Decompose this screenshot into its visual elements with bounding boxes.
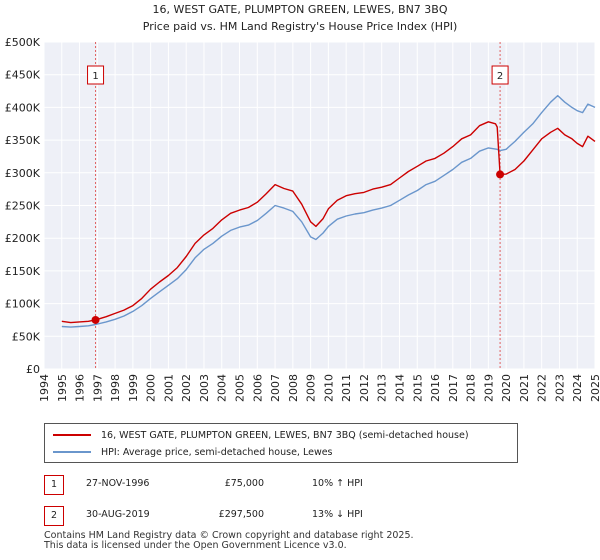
x-tick-label: 2002 (180, 374, 193, 402)
transaction-row: 2 30-AUG-2019 £297,500 13% ↓ HPI (44, 506, 564, 526)
x-tick-label: 2013 (376, 374, 389, 402)
transaction-number: 2 (44, 506, 64, 526)
y-tick-label: £300K (5, 167, 41, 180)
x-tick-label: 2001 (162, 374, 175, 402)
legend-label-hpi: HPI: Average price, semi-detached house,… (101, 446, 333, 458)
legend-label-property: 16, WEST GATE, PLUMPTON GREEN, LEWES, BN… (101, 429, 469, 441)
property-price-line (61, 121, 596, 324)
x-tick-label: 2011 (340, 374, 353, 402)
price-chart: 16, WEST GATE, PLUMPTON GREEN, LEWES, BN… (5, 3, 600, 402)
x-tick-label: 2000 (145, 374, 158, 402)
x-tick-label: 2018 (465, 374, 478, 402)
x-tick-label: 2003 (198, 374, 211, 402)
x-tick-label: 1994 (38, 374, 51, 402)
x-axis-labels: 1994 1995 1996 1997 1998 1999 2000 2001 2002 2003… (38, 374, 600, 402)
x-tick-label: 2021 (518, 374, 531, 402)
x-tick-label: 2004 (216, 374, 229, 402)
y-tick-label: £350K (5, 134, 41, 147)
x-tick-label: 2024 (571, 374, 584, 402)
sale-points (91, 170, 505, 324)
transaction-row: 1 27-NOV-1996 £75,000 10% ↑ HPI (44, 475, 564, 495)
y-tick-label: £100K (5, 298, 41, 311)
sale-marker-label: 1 (92, 71, 98, 82)
y-tick-label: £50K (12, 330, 41, 343)
x-tick-label: 2010 (322, 374, 335, 402)
transaction-date: 27-NOV-1996 (86, 478, 150, 489)
y-tick-label: £400K (5, 101, 41, 114)
y-tick-label: £450K (5, 69, 41, 82)
y-tick-label: £200K (5, 232, 41, 245)
legend-item-hpi: HPI: Average price, semi-detached house,… (53, 444, 333, 460)
x-tick-label: 2012 (358, 374, 371, 402)
x-tick-label: 2025 (589, 374, 600, 402)
x-tick-label: 1996 (74, 374, 87, 402)
transaction-number: 1 (44, 475, 64, 495)
x-tick-label: 2008 (287, 374, 300, 402)
series-lines (61, 94, 596, 328)
legend: 16, WEST GATE, PLUMPTON GREEN, LEWES, BN… (44, 423, 518, 463)
transaction-hpi-diff: 13% ↓ HPI (312, 509, 363, 520)
x-tick-label: 1999 (127, 374, 140, 402)
x-tick-label: 2016 (429, 374, 442, 402)
sale-marker-box (87, 65, 105, 85)
legend-swatch-blue (53, 451, 91, 453)
legend-item-property: 16, WEST GATE, PLUMPTON GREEN, LEWES, BN… (53, 427, 469, 443)
y-tick-label: £0 (26, 363, 40, 376)
y-axis-labels: £0 £50K £100K £150K £200K £250K £300K £350K £400… (5, 36, 41, 376)
chart-subtitle: Price paid vs. HM Land Registry's House … (143, 20, 458, 33)
footer-copyright: Contains HM Land Registry data © Crown c… (44, 530, 414, 541)
transaction-price: £297,500 (218, 509, 264, 520)
transaction-date: 30-AUG-2019 (86, 509, 150, 520)
sale-markers (95, 42, 501, 369)
x-tick-label: 2014 (393, 374, 406, 402)
x-tick-label: 1995 (56, 374, 69, 402)
transaction-price: £75,000 (224, 478, 264, 489)
x-tick-label: 2009 (305, 374, 318, 402)
x-tick-label: 2007 (269, 374, 282, 402)
x-tick-label: 2006 (251, 374, 264, 402)
x-tick-label: 2005 (234, 374, 247, 402)
footer-licence: This data is licensed under the Open Gov… (44, 540, 347, 551)
transaction-hpi-diff: 10% ↑ HPI (312, 478, 363, 489)
y-tick-label: £150K (5, 265, 41, 278)
sale-point (496, 170, 505, 179)
sale-point (91, 315, 100, 324)
x-tick-label: 1998 (109, 374, 122, 402)
x-tick-label: 2022 (536, 374, 549, 402)
x-tick-label: 2023 (553, 374, 566, 402)
y-tick-label: £500K (5, 36, 41, 49)
sale-marker-box (491, 65, 509, 85)
hpi-line (61, 94, 596, 328)
legend-swatch-red (53, 434, 91, 436)
x-tick-label: 2017 (447, 374, 460, 402)
x-tick-label: 1997 (91, 374, 104, 402)
x-tick-label: 2019 (482, 374, 495, 402)
x-tick-label: 2020 (500, 374, 513, 402)
chart-title: 16, WEST GATE, PLUMPTON GREEN, LEWES, BN… (152, 3, 447, 16)
sale-marker-label: 2 (497, 71, 503, 82)
x-tick-label: 2015 (411, 374, 424, 402)
y-tick-label: £250K (5, 200, 41, 213)
footer: Contains HM Land Registry data © Crown c… (44, 531, 414, 551)
